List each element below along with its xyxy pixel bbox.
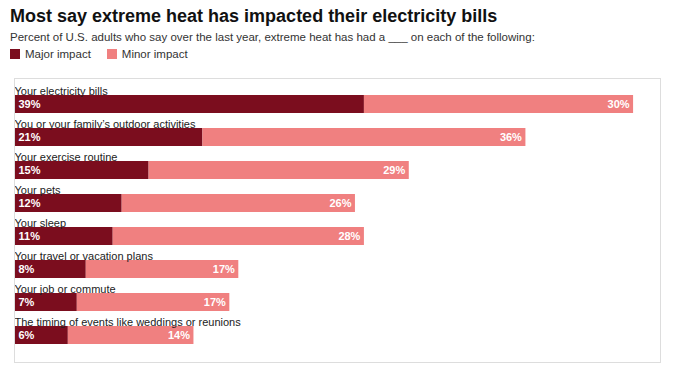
- svg-text:Your job or commute: Your job or commute: [15, 283, 116, 295]
- svg-text:12%: 12%: [19, 197, 41, 209]
- svg-text:17%: 17%: [213, 263, 235, 275]
- svg-text:21%: 21%: [19, 131, 41, 143]
- svg-text:6%: 6%: [19, 329, 35, 341]
- svg-text:7%: 7%: [19, 296, 35, 308]
- svg-text:Your pets: Your pets: [15, 184, 62, 196]
- html-text:Minor impact: Minor impact: [121, 48, 188, 60]
- svg-text:17%: 17%: [204, 296, 226, 308]
- svg-text:36%: 36%: [500, 131, 522, 143]
- svg-text:26%: 26%: [329, 197, 351, 209]
- svg-text:28%: 28%: [338, 230, 360, 242]
- svg-text:11%: 11%: [19, 230, 41, 242]
- svg-text:14%: 14%: [168, 329, 190, 341]
- svg-text:Your exercise routine: Your exercise routine: [15, 151, 118, 163]
- svg-text:The timing of events like wedd: The timing of events like weddings or re…: [15, 316, 242, 328]
- svg-text:39%: 39%: [19, 98, 41, 110]
- svg-text:Your sleep: Your sleep: [15, 217, 67, 229]
- svg-text:Your electricity bills: Your electricity bills: [15, 85, 109, 97]
- svg-text:30%: 30%: [608, 98, 630, 110]
- html-text:Most say extreme heat has impa: Most say extreme heat has impacted their…: [10, 6, 498, 26]
- svg-text:29%: 29%: [383, 164, 405, 176]
- svg-text:8%: 8%: [19, 263, 35, 275]
- svg-text:You or your family’s outdoor a: You or your family’s outdoor activities: [15, 118, 196, 130]
- svg-text:15%: 15%: [19, 164, 41, 176]
- svg-text:Your travel or vacation plans: Your travel or vacation plans: [15, 250, 154, 262]
- html-text:Percent of U.S. adults who say: Percent of U.S. adults who say over the …: [10, 31, 535, 43]
- html-text:Major impact: Major impact: [25, 48, 91, 60]
